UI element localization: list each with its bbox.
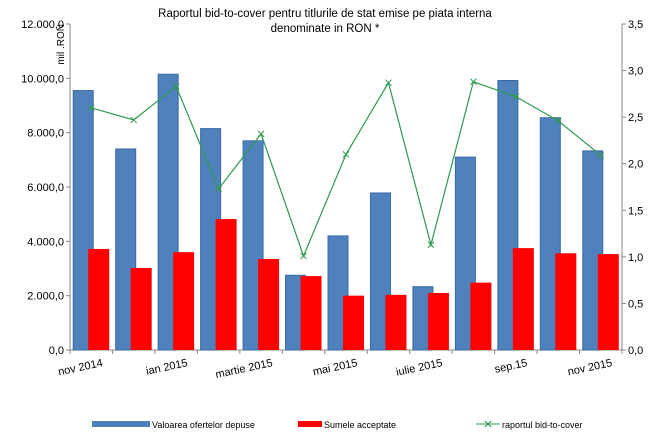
y-tick-label: 0,0 bbox=[49, 345, 64, 357]
y-tick-label: 10.000,0 bbox=[21, 73, 64, 85]
bar bbox=[300, 276, 322, 350]
x-tick-label: iulie 2015 bbox=[395, 357, 444, 379]
x-tick-label: sep.15 bbox=[494, 357, 529, 376]
bar bbox=[258, 258, 280, 350]
x-tick-label: nov 2015 bbox=[567, 357, 614, 378]
x-tick-label: nov 2014 bbox=[57, 357, 104, 378]
legend-swatch bbox=[92, 421, 150, 427]
y2-tick-label: 2,0 bbox=[628, 159, 643, 171]
y2-tick-label: 3,5 bbox=[628, 19, 643, 31]
y-tick-label: 12.000,0 bbox=[21, 19, 64, 31]
x-tick-label: ian 2015 bbox=[145, 357, 189, 378]
y-tick-label: 8.000,0 bbox=[27, 128, 64, 140]
line-marker bbox=[342, 151, 350, 158]
line-marker bbox=[215, 185, 222, 193]
line-marker bbox=[427, 241, 435, 249]
bar bbox=[385, 294, 407, 350]
bar bbox=[427, 292, 449, 350]
line-marker bbox=[300, 252, 307, 260]
chart-title: Raportul bid-to-cover pentru titlurile d… bbox=[158, 8, 492, 20]
bar bbox=[343, 295, 364, 350]
line-marker bbox=[130, 116, 138, 124]
y2-tick-label: 2,5 bbox=[628, 112, 643, 124]
legend-swatch bbox=[298, 421, 322, 427]
x-tick-label: mai 2015 bbox=[312, 357, 359, 378]
y-tick-label: 2.000,0 bbox=[27, 291, 64, 303]
line-marker bbox=[512, 93, 520, 101]
line-marker bbox=[172, 83, 180, 90]
bar bbox=[173, 252, 195, 350]
legend-label: Sumele acceptate bbox=[324, 420, 396, 430]
y-tick-label: 6.000,0 bbox=[27, 182, 64, 194]
y2-tick-label: 0,5 bbox=[628, 298, 643, 310]
y-tick-label: 4.000,0 bbox=[27, 236, 64, 248]
y2-tick-label: 3,0 bbox=[628, 66, 643, 78]
legend-label: Valoarea ofertelor depuse bbox=[152, 420, 255, 430]
bar bbox=[215, 219, 237, 350]
x-tick-label: martie 2015 bbox=[214, 357, 273, 381]
chart-title: denominate in RON * bbox=[271, 23, 380, 35]
legend-label: raportul bid-to-cover bbox=[502, 420, 583, 430]
y2-tick-label: 1,0 bbox=[628, 252, 643, 264]
legend-swatch bbox=[484, 420, 492, 428]
line-marker bbox=[385, 79, 392, 87]
line-marker bbox=[597, 151, 605, 159]
line-marker bbox=[554, 117, 562, 125]
bar bbox=[470, 282, 492, 350]
bar bbox=[242, 140, 264, 351]
line-marker bbox=[257, 130, 265, 138]
bar bbox=[88, 248, 110, 350]
bar bbox=[512, 248, 534, 350]
y2-tick-label: 0,0 bbox=[628, 345, 643, 357]
bar bbox=[597, 254, 619, 350]
y-unit-label: mil .RON bbox=[56, 24, 67, 65]
bar bbox=[130, 267, 152, 350]
y2-tick-label: 1,5 bbox=[628, 205, 643, 217]
bar bbox=[555, 253, 577, 350]
line-marker bbox=[87, 104, 95, 112]
line-marker bbox=[470, 78, 477, 86]
